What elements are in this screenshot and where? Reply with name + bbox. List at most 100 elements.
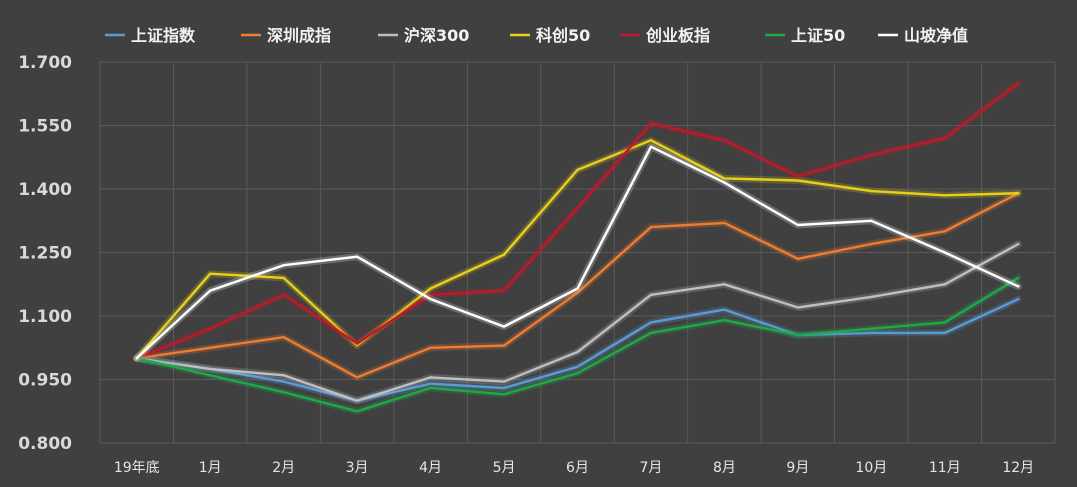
data-point bbox=[943, 251, 947, 254]
data-point bbox=[943, 230, 947, 233]
data-point bbox=[355, 410, 359, 413]
legend-label: 山坡净值 bbox=[904, 26, 968, 45]
y-tick-label: 1.700 bbox=[18, 53, 72, 73]
data-point bbox=[208, 346, 212, 349]
data-point bbox=[355, 342, 359, 345]
data-point bbox=[502, 325, 506, 328]
data-point bbox=[870, 327, 873, 330]
data-point bbox=[208, 367, 212, 371]
data-point bbox=[943, 283, 947, 286]
data-point bbox=[355, 376, 359, 379]
data-point bbox=[943, 331, 947, 335]
data-point bbox=[208, 327, 212, 330]
data-point bbox=[943, 321, 947, 324]
data-point bbox=[502, 386, 506, 390]
data-point bbox=[943, 137, 947, 140]
data-point bbox=[282, 380, 285, 383]
legend-item: 上证指数 bbox=[105, 26, 196, 45]
data-point bbox=[576, 365, 579, 368]
data-point bbox=[1017, 192, 1020, 195]
x-tick-label: 5月 bbox=[493, 460, 516, 476]
legend-label: 创业板指 bbox=[645, 26, 710, 45]
data-point bbox=[796, 179, 800, 182]
x-tick-label: 19年底 bbox=[114, 460, 160, 476]
x-tick-label: 3月 bbox=[346, 460, 369, 476]
data-point bbox=[502, 380, 506, 383]
y-tick-label: 1.250 bbox=[18, 244, 72, 264]
data-point bbox=[502, 289, 506, 292]
data-point bbox=[723, 283, 726, 286]
data-point bbox=[723, 319, 726, 322]
series-4 bbox=[133, 79, 1022, 362]
data-point bbox=[796, 333, 800, 337]
data-point bbox=[576, 350, 579, 354]
data-point bbox=[429, 346, 432, 349]
data-point bbox=[870, 331, 873, 335]
data-point bbox=[282, 374, 285, 377]
data-point bbox=[796, 257, 800, 261]
data-point bbox=[1017, 285, 1020, 288]
legend-label: 沪深300 bbox=[404, 26, 469, 45]
data-point bbox=[796, 306, 800, 309]
data-point bbox=[1017, 242, 1020, 246]
data-point bbox=[429, 376, 432, 379]
y-tick-label: 1.550 bbox=[18, 117, 72, 137]
data-point bbox=[723, 139, 726, 142]
gridlines bbox=[99, 61, 1056, 444]
data-point bbox=[870, 219, 873, 222]
data-point bbox=[576, 291, 579, 294]
data-point bbox=[429, 386, 432, 390]
legend-item: 上证50 bbox=[765, 26, 845, 45]
data-point bbox=[208, 272, 212, 275]
data-point bbox=[796, 175, 800, 178]
series-6 bbox=[133, 143, 1022, 362]
legend-label: 上证指数 bbox=[131, 26, 196, 45]
data-point bbox=[649, 139, 653, 142]
data-point bbox=[576, 287, 579, 290]
x-tick-label: 4月 bbox=[419, 460, 442, 476]
legend: 上证指数 深圳成指 沪深300 科创50 创业板指 上证50 山坡净值 bbox=[105, 26, 968, 45]
data-point bbox=[576, 168, 579, 172]
x-tick-label: 6月 bbox=[566, 460, 589, 476]
data-point bbox=[723, 177, 726, 180]
data-point bbox=[282, 293, 285, 297]
data-point bbox=[1017, 81, 1020, 85]
data-point bbox=[943, 194, 947, 197]
data-point bbox=[135, 357, 138, 360]
data-point bbox=[796, 223, 800, 227]
data-point bbox=[1017, 276, 1020, 280]
data-point bbox=[282, 335, 285, 339]
data-point bbox=[429, 382, 432, 385]
data-point bbox=[502, 344, 506, 347]
x-tick-label: 12月 bbox=[1002, 460, 1034, 476]
legend-label: 上证50 bbox=[791, 26, 845, 45]
data-point bbox=[649, 321, 653, 324]
data-point bbox=[576, 371, 579, 375]
data-point bbox=[1017, 297, 1020, 301]
data-point bbox=[429, 297, 432, 301]
legend-item: 沪深300 bbox=[378, 26, 469, 45]
data-point bbox=[355, 344, 359, 347]
x-tick-label: 8月 bbox=[713, 460, 736, 476]
legend-label: 深圳成指 bbox=[267, 26, 331, 45]
data-point bbox=[649, 122, 653, 125]
data-point bbox=[502, 253, 506, 256]
data-point bbox=[429, 293, 432, 297]
data-point bbox=[576, 206, 579, 210]
data-point bbox=[649, 293, 653, 297]
data-point bbox=[282, 264, 285, 267]
data-point bbox=[429, 287, 432, 290]
data-point bbox=[649, 145, 653, 148]
x-tick-label: 9月 bbox=[786, 460, 809, 476]
data-point bbox=[870, 153, 873, 157]
data-point bbox=[355, 399, 359, 402]
y-tick-label: 1.400 bbox=[18, 180, 72, 200]
y-tick-label: 0.800 bbox=[18, 434, 72, 454]
x-tick-label: 10月 bbox=[855, 460, 887, 476]
legend-item: 深圳成指 bbox=[241, 26, 331, 45]
data-point bbox=[870, 295, 873, 299]
x-tick-label: 1月 bbox=[199, 460, 222, 476]
legend-label: 科创50 bbox=[536, 26, 590, 45]
x-tick-label: 2月 bbox=[272, 460, 295, 476]
